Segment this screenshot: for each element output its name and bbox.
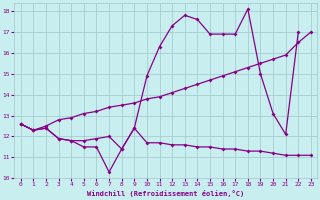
X-axis label: Windchill (Refroidissement éolien,°C): Windchill (Refroidissement éolien,°C) bbox=[87, 190, 244, 197]
